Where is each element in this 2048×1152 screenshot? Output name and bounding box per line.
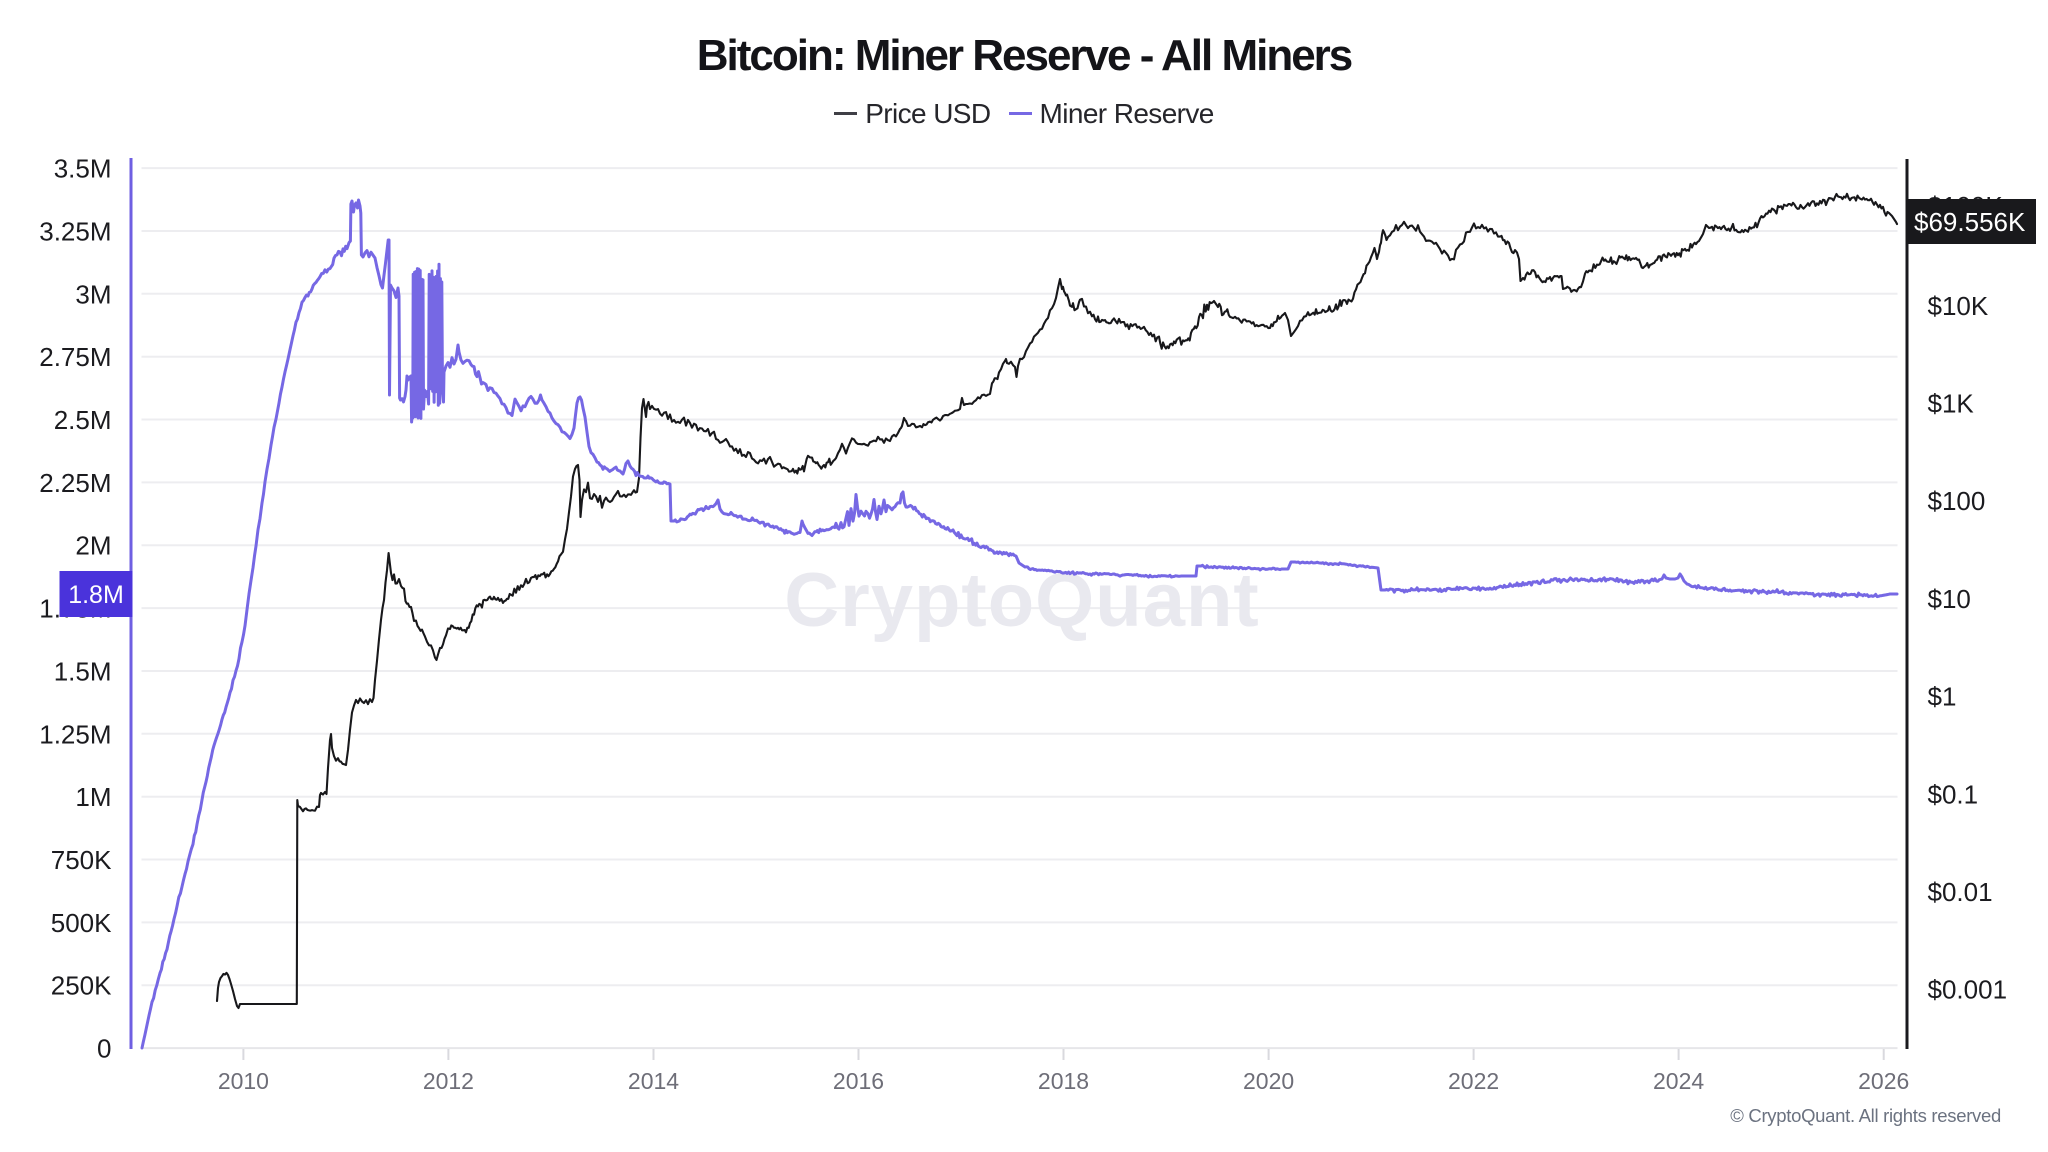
svg-text:3M: 3M xyxy=(75,279,111,309)
svg-text:2012: 2012 xyxy=(423,1068,474,1094)
svg-text:$0.01: $0.01 xyxy=(1928,877,1993,907)
svg-text:500K: 500K xyxy=(51,908,112,938)
svg-text:CryptoQuant: CryptoQuant xyxy=(784,558,1259,643)
svg-text:3.5M: 3.5M xyxy=(54,154,112,184)
svg-text:2.75M: 2.75M xyxy=(39,342,111,372)
svg-text:$0.1: $0.1 xyxy=(1928,779,1979,809)
svg-text:1M: 1M xyxy=(75,782,111,812)
svg-text:3.25M: 3.25M xyxy=(39,217,111,247)
svg-text:2024: 2024 xyxy=(1653,1068,1704,1094)
svg-text:$1: $1 xyxy=(1928,682,1957,712)
svg-text:2026: 2026 xyxy=(1858,1068,1909,1094)
svg-text:2018: 2018 xyxy=(1038,1068,1089,1094)
svg-text:© CryptoQuant. All rights rese: © CryptoQuant. All rights reserved xyxy=(1730,1105,2001,1126)
svg-text:1.25M: 1.25M xyxy=(39,719,111,749)
svg-text:2M: 2M xyxy=(75,531,111,561)
svg-text:$100: $100 xyxy=(1928,486,1986,516)
svg-text:0: 0 xyxy=(97,1034,111,1064)
svg-text:1.5M: 1.5M xyxy=(54,657,112,687)
svg-text:2016: 2016 xyxy=(833,1068,884,1094)
svg-text:$69.556K: $69.556K xyxy=(1914,207,2026,237)
svg-text:2.25M: 2.25M xyxy=(39,468,111,498)
svg-text:2020: 2020 xyxy=(1243,1068,1294,1094)
svg-text:2010: 2010 xyxy=(218,1068,269,1094)
svg-text:250K: 250K xyxy=(51,971,112,1001)
svg-text:$1K: $1K xyxy=(1928,389,1975,419)
svg-text:750K: 750K xyxy=(51,845,112,875)
svg-text:$0.001: $0.001 xyxy=(1928,975,2008,1005)
svg-text:$10K: $10K xyxy=(1928,291,1989,321)
svg-text:1.8M: 1.8M xyxy=(68,581,124,609)
svg-text:2014: 2014 xyxy=(628,1068,679,1094)
svg-text:2022: 2022 xyxy=(1448,1068,1499,1094)
svg-text:2.5M: 2.5M xyxy=(54,405,112,435)
svg-text:$10: $10 xyxy=(1928,584,1971,614)
